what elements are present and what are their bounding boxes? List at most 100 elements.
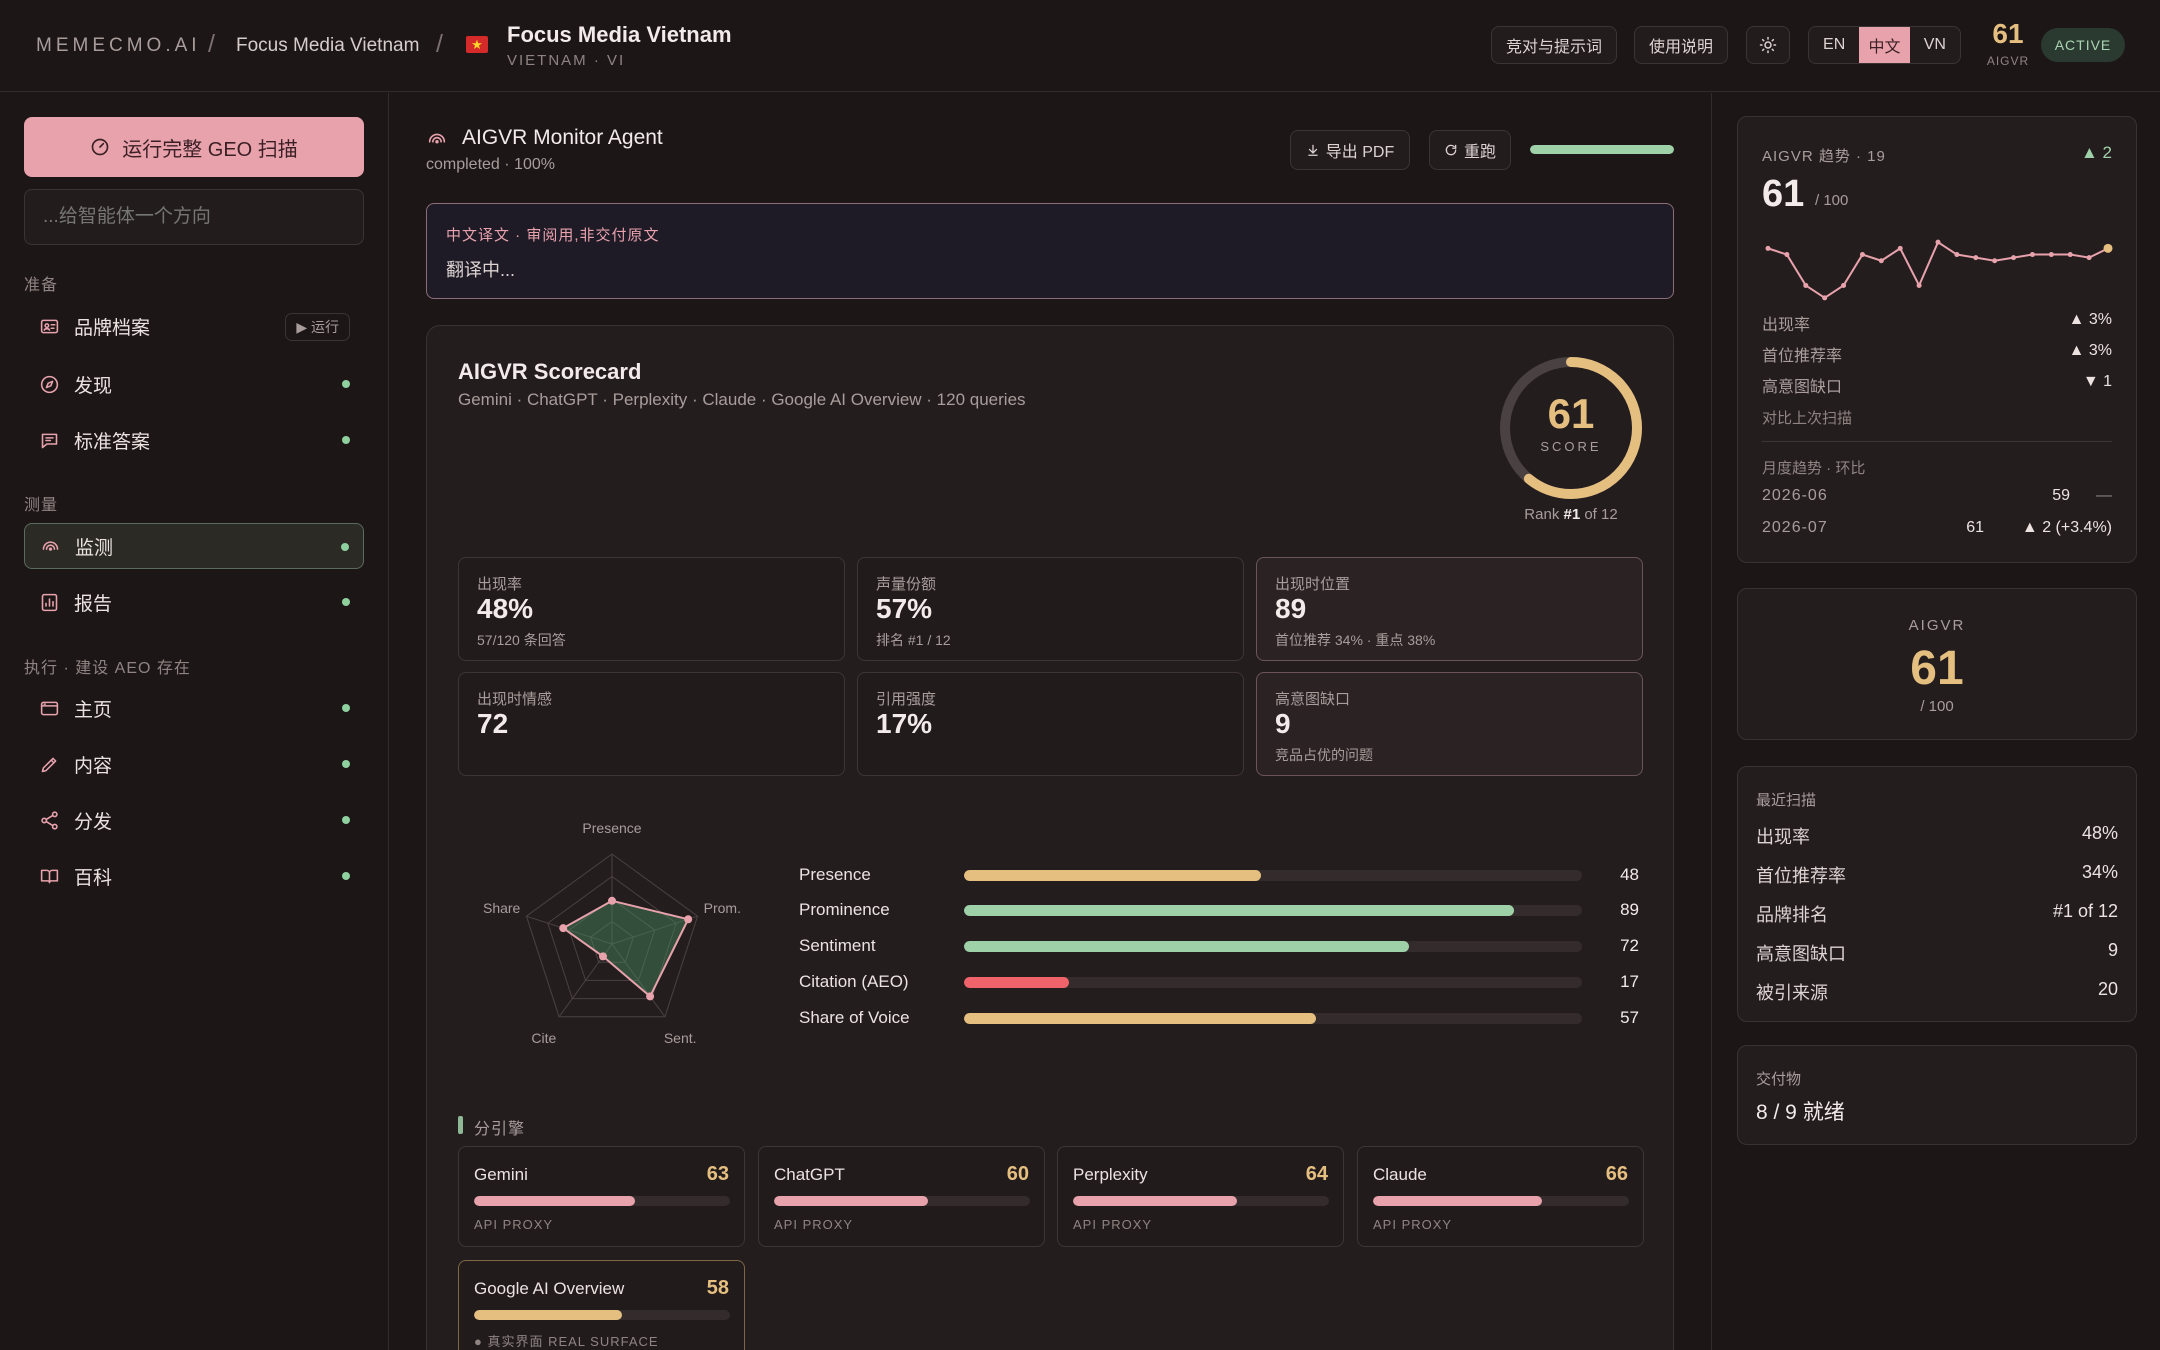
bar-fill bbox=[964, 870, 1261, 881]
deliverables-card[interactable]: 交付物 8 / 9 就绪 bbox=[1737, 1045, 2137, 1145]
bar-label: Sentiment bbox=[799, 936, 876, 955]
score-bar-share-of-voice: Share of Voice 57 bbox=[799, 1006, 1639, 1030]
metric-label: 出现时情感 bbox=[477, 691, 553, 708]
guide-button[interactable]: 使用说明 bbox=[1634, 26, 1728, 64]
lang-vn[interactable]: VN bbox=[1923, 36, 1946, 53]
sidebar-item-discover[interactable]: 发现 bbox=[24, 361, 364, 407]
sidebar-item-brand-profile[interactable]: 品牌档案 ▶ 运行 bbox=[24, 303, 364, 349]
gauge-icon bbox=[91, 138, 109, 156]
bar-value: 89 bbox=[1620, 900, 1639, 919]
rerun-button[interactable]: 重跑 bbox=[1429, 130, 1511, 170]
prompts-button[interactable]: 竞对与提示词 bbox=[1491, 26, 1617, 64]
bar-fill bbox=[964, 977, 1070, 988]
engine-card-chatgpt[interactable]: ChatGPT 60 API PROXY bbox=[758, 1146, 1045, 1247]
rank-suffix: of 12 bbox=[1580, 506, 1618, 523]
engine-bar-fill bbox=[1073, 1196, 1237, 1206]
engine-card-claude[interactable]: Claude 66 API PROXY bbox=[1357, 1146, 1644, 1247]
metric-sub: 57/120 条回答 bbox=[477, 632, 566, 648]
status-dot bbox=[342, 704, 350, 712]
status-dot bbox=[342, 816, 350, 824]
radar-grid-ring bbox=[547, 875, 677, 1000]
sparkline-point bbox=[1841, 282, 1847, 288]
status-dot bbox=[342, 436, 350, 444]
recent-row-value: 20 bbox=[2097, 979, 2118, 999]
bar-fill bbox=[964, 941, 1409, 952]
sidebar-item-report[interactable]: 报告 bbox=[24, 579, 364, 625]
run-geo-scan-button[interactable]: 运行完整 GEO 扫描 bbox=[24, 117, 364, 177]
metric-sub: 竞品占优的问题 bbox=[1275, 747, 1373, 763]
share-icon bbox=[38, 809, 60, 831]
sparkline-line bbox=[1767, 240, 2109, 300]
status-dot bbox=[342, 760, 350, 768]
brand-logo[interactable]: MEMECMO.AI bbox=[36, 35, 201, 56]
bar-label: Prominence bbox=[799, 900, 890, 919]
monthly-change: ▲ 2 (+3.4%) bbox=[2021, 519, 2112, 536]
score-bar-presence: Presence 48 bbox=[799, 863, 1639, 887]
monthly-month: 2026-06 bbox=[1762, 487, 1828, 504]
engine-card-perplexity[interactable]: Perplexity 64 API PROXY bbox=[1057, 1146, 1344, 1247]
sparkline-point bbox=[1765, 245, 1771, 251]
bar-track bbox=[964, 870, 1582, 881]
sparkline-point bbox=[1992, 258, 1998, 264]
radar-point bbox=[646, 992, 655, 1001]
section-label-prepare: 准备 bbox=[24, 277, 59, 294]
engine-score: 63 bbox=[706, 1163, 729, 1185]
sidebar-item-label: 主页 bbox=[74, 699, 113, 721]
radar-spoke bbox=[611, 915, 698, 945]
aigvr-card-label: AIGVR bbox=[1908, 617, 1966, 634]
monthly-value: 59 bbox=[2052, 487, 2070, 504]
sidebar-item-home[interactable]: 主页 bbox=[24, 685, 364, 731]
rerun-label: 重跑 bbox=[1463, 144, 1496, 161]
engine-bar-fill bbox=[474, 1196, 636, 1206]
scorecard-subtitle: Gemini · ChatGPT · Perplexity · Claude ·… bbox=[458, 390, 1026, 409]
recent-row-value: 9 bbox=[2107, 940, 2118, 960]
run-chip[interactable]: ▶ 运行 bbox=[285, 313, 350, 341]
run-geo-scan-label: 运行完整 GEO 扫描 bbox=[122, 138, 298, 161]
bar-label: Presence bbox=[799, 865, 871, 884]
sidebar-item-label: 分发 bbox=[74, 811, 113, 833]
trend-row-first-rec: 首位推荐率 ▲ 3% bbox=[1762, 342, 2112, 366]
bar-value: 48 bbox=[1620, 865, 1639, 884]
bar-value: 17 bbox=[1620, 972, 1639, 991]
radar-series-shape bbox=[561, 899, 690, 999]
score-gauge bbox=[1500, 357, 1642, 499]
agent-progress-bar bbox=[1530, 145, 1674, 154]
agent-status: completed · 100% bbox=[426, 156, 555, 173]
recent-row-value: 48% bbox=[2081, 823, 2118, 843]
lang-en[interactable]: EN bbox=[1823, 36, 1846, 53]
engine-card-google-ai-overview[interactable]: Google AI Overview 58 ● 真实界面 REAL SURFAC… bbox=[458, 1260, 745, 1350]
monthly-change: — bbox=[2096, 487, 2112, 504]
score-bar-citation: Citation (AEO) 17 bbox=[799, 970, 1639, 994]
translation-label: 中文译文 · 审阅用,非交付原文 bbox=[446, 227, 660, 244]
sparkline-point bbox=[1784, 252, 1790, 258]
metric-card-position: 出现时位置 89 首位推荐 34% · 重点 38% bbox=[1256, 557, 1643, 661]
project-title: Focus Media Vietnam bbox=[507, 22, 732, 47]
sparkline-point bbox=[2067, 252, 2073, 258]
sparkline-point bbox=[2048, 252, 2054, 258]
aigvr-card-suffix: / 100 bbox=[1920, 698, 1954, 715]
sidebar-item-distribute[interactable]: 分发 bbox=[24, 797, 364, 843]
sidebar-item-standard-answers[interactable]: 标准答案 bbox=[24, 417, 364, 463]
breadcrumb-client[interactable]: Focus Media Vietnam bbox=[236, 35, 420, 56]
agent-direction-input[interactable] bbox=[24, 189, 364, 245]
engine-score: 66 bbox=[1605, 1163, 1628, 1185]
engine-name: Gemini bbox=[474, 1165, 528, 1184]
sidebar-item-monitor[interactable]: 监测 bbox=[24, 523, 364, 569]
compass-icon bbox=[38, 373, 60, 395]
browser-icon bbox=[38, 697, 60, 719]
sidebar-item-content[interactable]: 内容 bbox=[24, 741, 364, 787]
radar-axis-label: Sent. bbox=[664, 1030, 697, 1046]
deliverables-title: 交付物 bbox=[1756, 1071, 1802, 1088]
lang-zh[interactable]: 中文 bbox=[1859, 27, 1910, 63]
metric-sub: 排名 #1 / 12 bbox=[876, 632, 951, 648]
theme-toggle-button[interactable] bbox=[1746, 26, 1790, 64]
sidebar-item-wiki[interactable]: 百科 bbox=[24, 853, 364, 899]
engine-bar-track bbox=[774, 1196, 1030, 1206]
section-label-execute: 执行 · 建设 AEO 存在 bbox=[24, 660, 191, 677]
export-pdf-button[interactable]: 导出 PDF bbox=[1290, 130, 1410, 170]
sparkline-point bbox=[1822, 295, 1828, 301]
engine-card-gemini[interactable]: Gemini 63 API PROXY bbox=[458, 1146, 745, 1247]
signal-icon bbox=[428, 133, 446, 144]
status-badge: ACTIVE bbox=[2041, 28, 2125, 62]
sparkline-point bbox=[2103, 243, 2113, 253]
